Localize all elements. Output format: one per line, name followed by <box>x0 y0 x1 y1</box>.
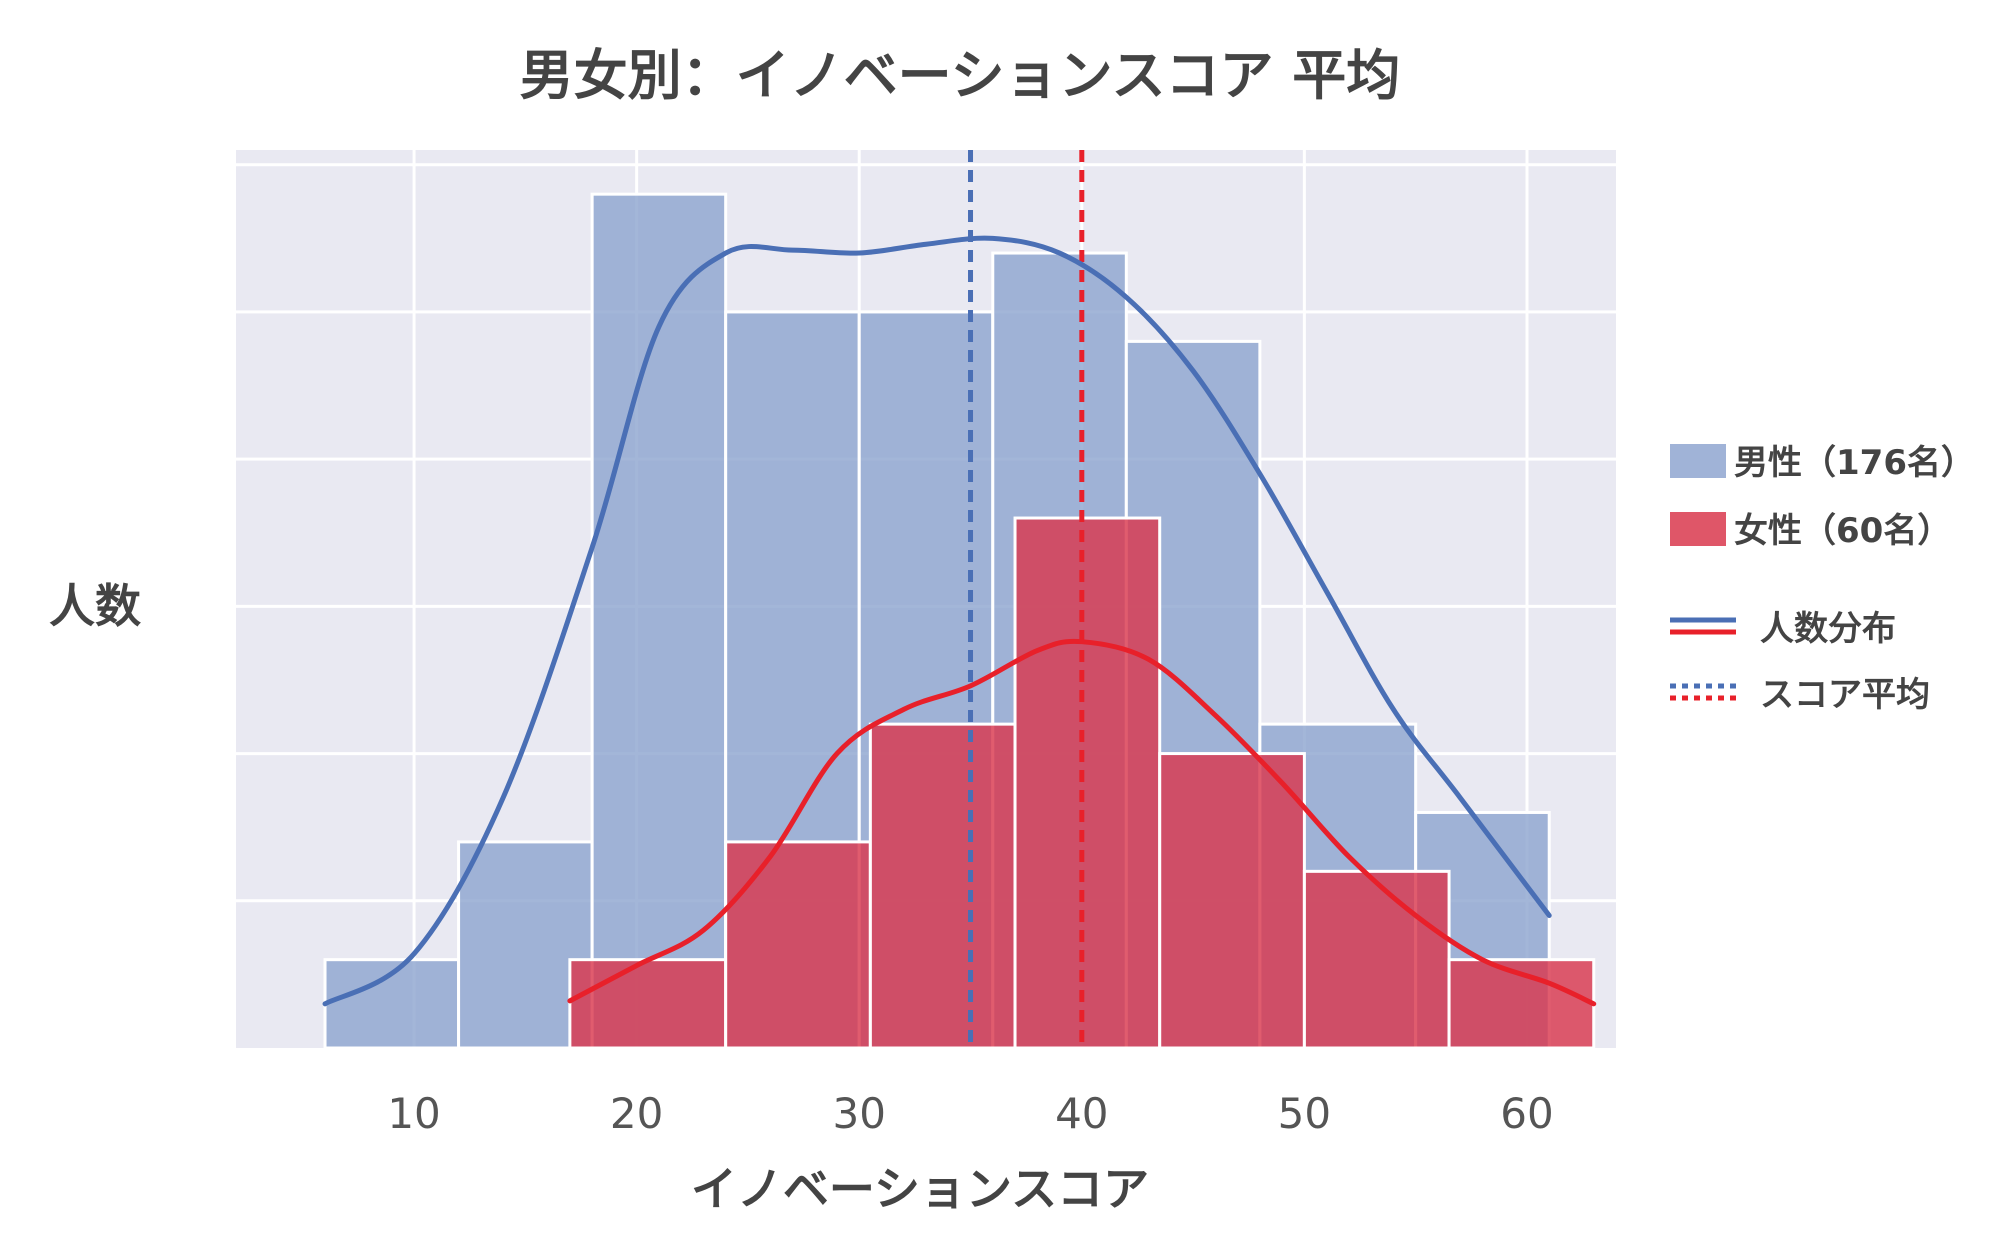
histogram-bar <box>568 958 728 1050</box>
x-axis-label: イノベーションスコア <box>691 1162 1149 1216</box>
x-tick-label: 40 <box>1055 1089 1108 1138</box>
legend-label: 人数分布 <box>1760 609 1896 649</box>
legend-label: 女性（60名） <box>1734 511 1951 551</box>
x-tick-label: 10 <box>387 1089 440 1138</box>
legend-swatch <box>1670 512 1726 546</box>
kde-curve <box>567 638 1597 1007</box>
series-female <box>568 516 1596 1050</box>
y-axis-label: 人数 <box>49 579 141 633</box>
legend-label: 男性（176名） <box>1734 443 1975 483</box>
x-axis-ticks: 10 20 30 40 50 60 <box>387 1089 1553 1138</box>
x-tick-label: 50 <box>1278 1089 1331 1138</box>
kde-curve <box>322 235 1552 1007</box>
histogram-bar <box>1158 752 1306 1050</box>
x-tick-label: 60 <box>1500 1089 1553 1138</box>
legend-swatch <box>1670 444 1726 478</box>
x-tick-label: 20 <box>610 1089 663 1138</box>
histogram-bar <box>724 840 872 1050</box>
histogram-bar <box>590 192 728 1050</box>
histogram-bar <box>1302 869 1451 1050</box>
plot-area <box>236 150 1616 1050</box>
histogram-bar <box>868 722 1017 1050</box>
histogram-bar <box>1013 516 1162 1050</box>
x-tick-label: 30 <box>832 1089 885 1138</box>
chart-title: 男女別：イノベーションスコア 平均 <box>520 44 1401 107</box>
legend-label: スコア平均 <box>1760 675 1930 715</box>
